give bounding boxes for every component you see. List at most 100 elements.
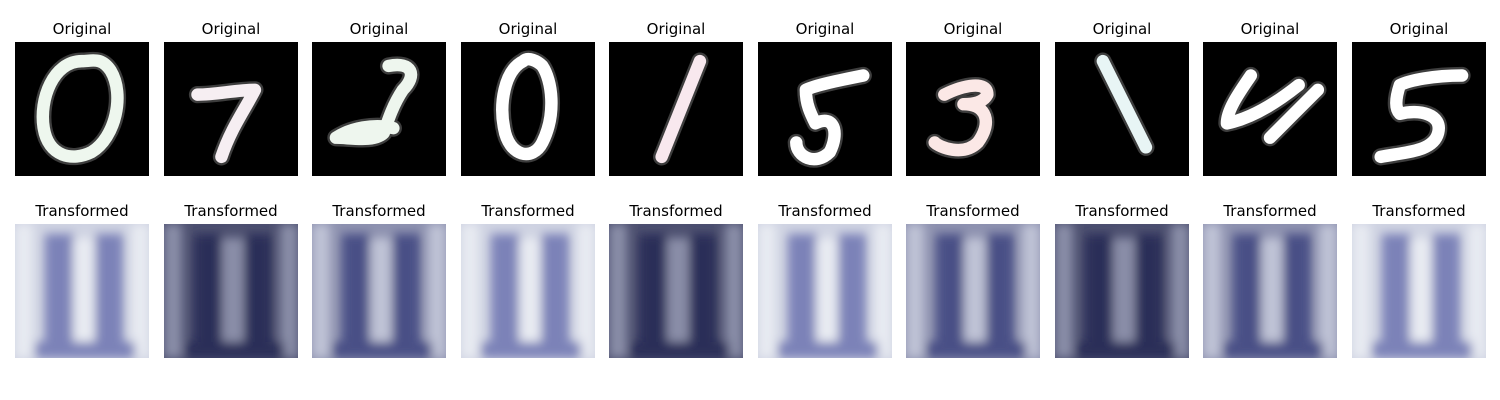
transformed-blob [194, 234, 224, 344]
transformed-blob [906, 224, 924, 358]
transformed-blob [1171, 224, 1189, 358]
original-digit-image [15, 42, 149, 176]
transformed-image [758, 224, 892, 358]
transformed-blob [541, 234, 569, 344]
transformed-blob [428, 224, 446, 358]
transformed-title: Transformed [184, 202, 278, 220]
transformed-image [1203, 224, 1337, 358]
transformed-blur-layer [1055, 224, 1189, 358]
transformed-blob [577, 224, 595, 358]
transformed-blob [342, 234, 372, 344]
digit-stroke [496, 52, 558, 161]
transformed-blob [1372, 342, 1472, 358]
transformed-blur-layer [461, 224, 595, 358]
original-digit-image [758, 42, 892, 176]
original-digit-image [1203, 42, 1337, 176]
image-background [312, 42, 446, 176]
transformed-title: Transformed [1372, 202, 1466, 220]
transformed-blob [461, 224, 479, 358]
transformed-image [164, 224, 298, 358]
transformed-blur-layer [1203, 224, 1337, 358]
transformed-blob [491, 234, 521, 344]
transformed-blob [629, 342, 729, 358]
transformed-blur-layer [1352, 224, 1486, 358]
transformed-blob [667, 238, 689, 344]
digit-stroke [191, 83, 262, 164]
transformed-blob [964, 238, 986, 344]
transformed-blob [725, 224, 743, 358]
transformed-title: Transformed [1223, 202, 1317, 220]
original-title: Original [201, 20, 261, 38]
transformed-blob [35, 342, 135, 358]
transformed-blob [788, 234, 818, 344]
transformed-title: Transformed [926, 202, 1020, 220]
transformed-blob [1085, 234, 1115, 344]
transformed-blob [95, 234, 123, 344]
original-title: Original [1092, 20, 1152, 38]
transformed-blob [1283, 234, 1311, 344]
transformed-blob [1135, 234, 1163, 344]
transformed-blob [874, 224, 892, 358]
transformed-blob [222, 238, 244, 344]
transformed-blob [1233, 234, 1263, 344]
original-digit-image [164, 42, 298, 176]
digit-stroke [1374, 69, 1469, 164]
transformed-title: Transformed [332, 202, 426, 220]
transformed-blob [370, 238, 392, 344]
transformed-blob [131, 224, 149, 358]
transformed-blob [926, 342, 1026, 358]
transformed-blob [639, 234, 669, 344]
transformed-blur-layer [15, 224, 149, 358]
digit-stroke [1096, 54, 1153, 154]
transformed-title: Transformed [481, 202, 575, 220]
transformed-blob [1352, 224, 1370, 358]
transformed-blob [481, 342, 581, 358]
transformed-blob [1223, 342, 1323, 358]
transformed-blob [1319, 224, 1337, 358]
transformed-blob [244, 234, 272, 344]
original-title: Original [795, 20, 855, 38]
original-digit-image [1055, 42, 1189, 176]
image-background [164, 42, 298, 176]
original-digit-image [906, 42, 1040, 176]
original-digit-image [312, 42, 446, 176]
transformed-blob [312, 224, 330, 358]
digit-stroke [36, 54, 124, 163]
original-title: Original [1240, 20, 1300, 38]
original-title: Original [646, 20, 706, 38]
transformed-blob [936, 234, 966, 344]
transformed-blob [838, 234, 866, 344]
original-title: Original [943, 20, 1003, 38]
digit-stroke [1220, 69, 1325, 144]
transformed-image [1352, 224, 1486, 358]
transformed-blob [1261, 238, 1283, 344]
original-title: Original [498, 20, 558, 38]
transformed-image [312, 224, 446, 358]
transformed-blob [73, 238, 95, 344]
transformed-blob [1468, 224, 1486, 358]
transformed-blob [816, 238, 838, 344]
transformed-blob [1203, 224, 1221, 358]
original-title: Original [1389, 20, 1449, 38]
transformed-title: Transformed [629, 202, 723, 220]
transformed-blob [1382, 234, 1412, 344]
transformed-blob [1410, 238, 1432, 344]
original-title: Original [349, 20, 409, 38]
transformed-title: Transformed [35, 202, 129, 220]
digit-stroke [928, 79, 994, 157]
digit-stroke [655, 54, 707, 164]
transformed-blob [519, 238, 541, 344]
original-digit-image [609, 42, 743, 176]
transformed-image [906, 224, 1040, 358]
transformed-blob [15, 224, 33, 358]
transformed-blob [689, 234, 717, 344]
transformed-blur-layer [164, 224, 298, 358]
transformed-blob [45, 234, 75, 344]
transformed-blob [1055, 224, 1073, 358]
transformed-blob [392, 234, 420, 344]
transformed-blur-layer [758, 224, 892, 358]
transformed-blur-layer [906, 224, 1040, 358]
transformed-image [15, 224, 149, 358]
transformed-blob [332, 342, 432, 358]
transformed-blob [1075, 342, 1175, 358]
